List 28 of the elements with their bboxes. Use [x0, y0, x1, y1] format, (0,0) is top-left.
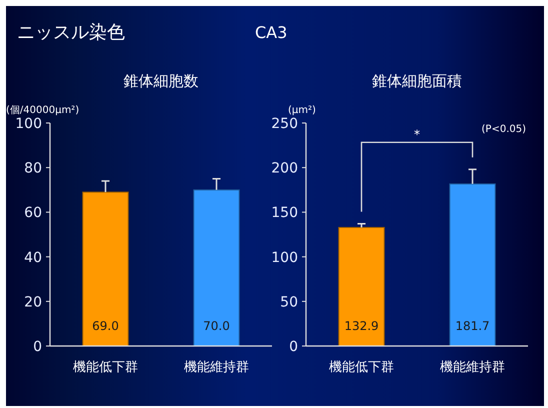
data-label: 70.0	[203, 319, 230, 333]
y-tick-label: 50	[280, 294, 298, 310]
y-tick-label: 60	[24, 205, 42, 222]
y-tick-label: 0	[33, 339, 42, 355]
y-tick-label: 20	[24, 294, 42, 310]
chart-title: 錐体細胞数	[124, 72, 198, 90]
y-tick-label: 40	[24, 250, 42, 266]
text: ニッスル染色	[17, 22, 125, 43]
x-tick-label: 機能維持群	[184, 360, 249, 375]
x-tick-label: 機能維持群	[440, 360, 505, 375]
y-tick-label: 80	[24, 160, 42, 177]
y-tick-label: 100	[15, 116, 42, 132]
y-tick-label: 100	[271, 250, 298, 266]
y-tick-label: 200	[271, 160, 298, 177]
y-tick-label: 250	[271, 116, 298, 132]
data-label: 181.7	[455, 319, 490, 333]
y-axis-title: (個/40000μm²)	[6, 105, 80, 116]
y-tick-label: 0	[289, 339, 298, 355]
text: CA3	[255, 23, 288, 42]
annotation: (P<0.05)	[482, 124, 526, 135]
data-label: 132.9	[344, 319, 379, 333]
x-tick-label: 機能低下群	[73, 360, 138, 375]
chart-title: 錐体細胞面積	[372, 72, 462, 90]
y-axis-title: (μm²)	[288, 105, 316, 116]
y-tick-label: 150	[271, 205, 298, 222]
annotation: *	[414, 127, 420, 142]
x-tick-label: 機能低下群	[329, 360, 394, 375]
data-label: 69.0	[92, 319, 119, 333]
